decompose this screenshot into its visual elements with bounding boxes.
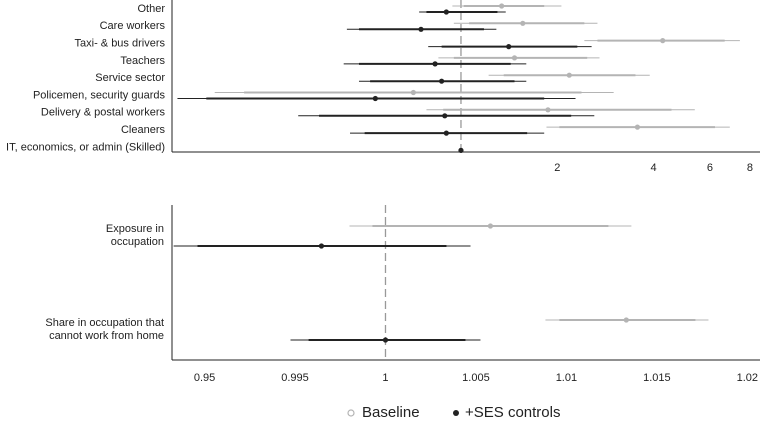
point-estimate (520, 20, 526, 26)
x-tick-label: 2 (554, 162, 560, 174)
point-estimate (499, 3, 505, 9)
point-estimate (443, 9, 449, 15)
point-estimate (511, 55, 518, 61)
category-label: Care workers (100, 20, 166, 32)
point-estimate (439, 78, 445, 84)
category-label: Other (137, 3, 165, 15)
legend-marker (347, 409, 355, 417)
category-label: Share in occupation that cannot work fro… (45, 317, 164, 342)
point-estimate (382, 337, 389, 343)
point-estimate (487, 223, 494, 229)
point-estimate (634, 124, 641, 130)
x-tick-label: 1.015 (643, 372, 671, 384)
category-label: IT, economics, or admin (Skilled) (6, 141, 165, 153)
x-tick-label: 8 (747, 162, 753, 174)
x-tick-label: 6 (707, 162, 713, 174)
category-label: Policemen, security guards (33, 89, 166, 101)
x-tick-label: 1 (382, 372, 388, 384)
point-estimate (623, 317, 629, 323)
x-tick-label: 0.95 (194, 372, 215, 384)
category-label: Taxi- & bus drivers (75, 38, 166, 50)
point-estimate (506, 44, 512, 50)
category-label: Exposure in occupation (105, 223, 164, 248)
point-estimate (432, 61, 438, 67)
point-estimate (443, 130, 449, 136)
category-label: Delivery & postal workers (41, 107, 166, 119)
point-estimate (660, 38, 666, 44)
point-estimate (372, 95, 378, 102)
point-estimate (318, 243, 325, 249)
category-label: Service sector (95, 72, 165, 84)
legend-label: +SES controls (465, 404, 560, 421)
x-tick-label: 4 (651, 162, 657, 174)
point-estimate (566, 72, 572, 78)
x-tick-label: 1.02 (737, 372, 758, 384)
point-estimate (458, 147, 464, 153)
x-tick-label: 0.995 (281, 372, 309, 384)
x-tick-label: 1.005 (462, 372, 490, 384)
x-tick-label: 1.01 (556, 372, 577, 384)
point-estimate (418, 26, 424, 32)
point-estimate (545, 107, 551, 113)
legend-label: Baseline (362, 404, 420, 421)
category-label: Cleaners (121, 124, 166, 136)
legend-marker (453, 410, 459, 416)
category-label: Teachers (120, 55, 165, 67)
point-estimate (410, 89, 416, 96)
point-estimate (442, 113, 448, 119)
